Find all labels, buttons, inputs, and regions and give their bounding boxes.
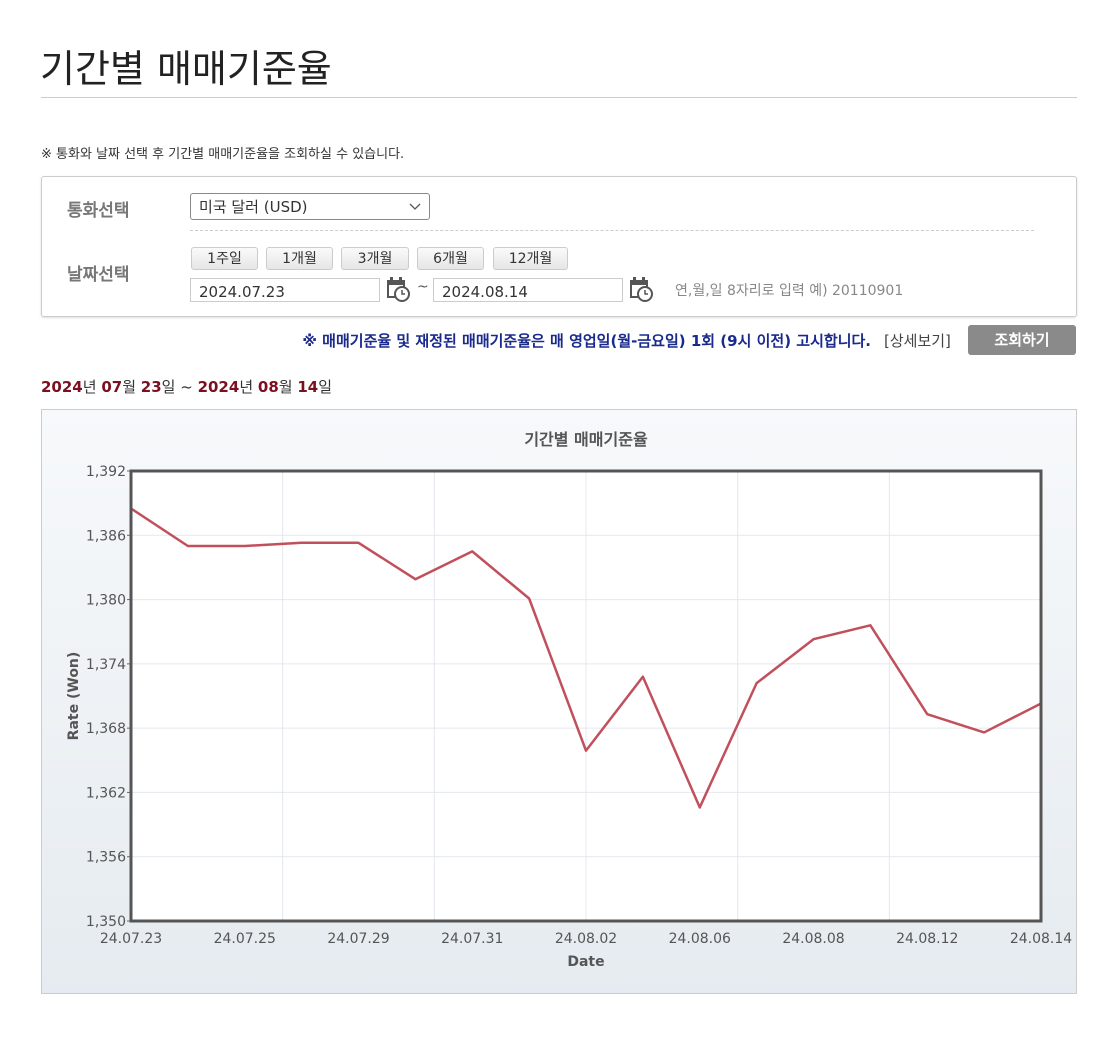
- page-title: 기간별 매매기준율: [40, 47, 332, 91]
- x-tick-label: 24.07.31: [441, 931, 503, 947]
- range-part: 월: [278, 378, 298, 396]
- search-form: 통화선택 미국 달러 (USD) 날짜선택 1주일 1개월 3개월 6개월 12개월 2…: [41, 176, 1077, 317]
- range-part: 월: [122, 378, 141, 396]
- x-tick-label: 24.07.25: [214, 931, 276, 947]
- range-part: 일: [318, 378, 333, 396]
- start-date-input[interactable]: 2024.07.23: [190, 278, 380, 302]
- date-label: 날짜선택: [67, 265, 130, 285]
- y-tick-label: 1,362: [86, 785, 126, 801]
- period-button[interactable]: 12개월: [493, 247, 568, 270]
- currency-value: 미국 달러 (USD): [199, 198, 308, 216]
- chart-title: 기간별 매매기준율: [524, 430, 648, 449]
- plot-border: [129, 469, 1043, 923]
- period-button[interactable]: 6개월: [417, 247, 484, 270]
- range-part: 07: [101, 378, 123, 396]
- range-part: 23: [140, 378, 162, 396]
- y-tick-label: 1,356: [86, 850, 126, 866]
- dropdown-arrow: [409, 203, 421, 210]
- range-part: 08: [257, 378, 279, 396]
- calendar-icon[interactable]: [385, 276, 411, 302]
- x-tick-label: 24.08.02: [555, 931, 617, 947]
- x-tick-label: 24.08.08: [782, 931, 844, 947]
- x-axis-label: Date: [567, 954, 604, 970]
- line-series: [130, 507, 1042, 809]
- y-axis-label: Rate (Won): [66, 652, 82, 741]
- y-tick-label: 1,380: [86, 593, 126, 609]
- y-tick-label: 1,386: [86, 528, 126, 544]
- range-part: 2024: [197, 378, 240, 396]
- range-part: 2024: [41, 378, 83, 396]
- range-part: 일 ~: [161, 378, 198, 396]
- date-hint: 연,월,일 8자리로 입력 예) 20110901: [675, 283, 904, 299]
- search-button-label: 조회하기: [994, 331, 1050, 349]
- calendar-icon[interactable]: [628, 276, 654, 302]
- chart: 기간별 매매기준율 Date Rate (Won) 1,350 1,356 1,36…: [41, 409, 1077, 994]
- date-separator: ~: [417, 279, 429, 295]
- dashed-divider: [190, 230, 1034, 231]
- detail-link[interactable]: [상세보기]: [884, 332, 951, 350]
- y-tick-label: 1,350: [86, 914, 126, 930]
- x-tick-label: 24.08.06: [669, 931, 731, 947]
- x-tick-label: 24.08.12: [896, 931, 958, 947]
- y-tick-label: 1,374: [86, 657, 126, 673]
- range-part: 년: [239, 378, 258, 396]
- y-tick-label: 1,368: [86, 721, 126, 737]
- date-range: 2024년 07월 23일 ~ 2024년 08월 14일: [41, 376, 332, 397]
- currency-label: 통화선택: [67, 201, 130, 221]
- divider: [41, 97, 1077, 98]
- x-tick-label: 24.07.23: [100, 931, 162, 947]
- y-tick-label: 1,392: [86, 464, 126, 480]
- range-part: 14: [297, 378, 319, 396]
- search-button[interactable]: 조회하기: [968, 325, 1076, 355]
- period-button[interactable]: 1주일: [191, 247, 258, 270]
- period-button[interactable]: 3개월: [341, 247, 409, 270]
- notice: ※ 통화와 날짜 선택 후 기간별 매매기준율을 조회하실 수 있습니다.: [41, 147, 405, 162]
- period-button[interactable]: 1개월: [266, 247, 333, 270]
- end-date-input[interactable]: 2024.08.14: [433, 278, 623, 302]
- x-tick-label: 24.07.29: [327, 931, 389, 947]
- currency-select[interactable]: 미국 달러 (USD): [190, 193, 430, 220]
- announcement: ※ 매매기준율 및 재정된 매매기준율은 매 영업일(월-금요일) 1회 (9시…: [302, 332, 871, 350]
- range-part: 년: [82, 378, 102, 396]
- x-tick-label: 24.08.14: [1010, 931, 1072, 947]
